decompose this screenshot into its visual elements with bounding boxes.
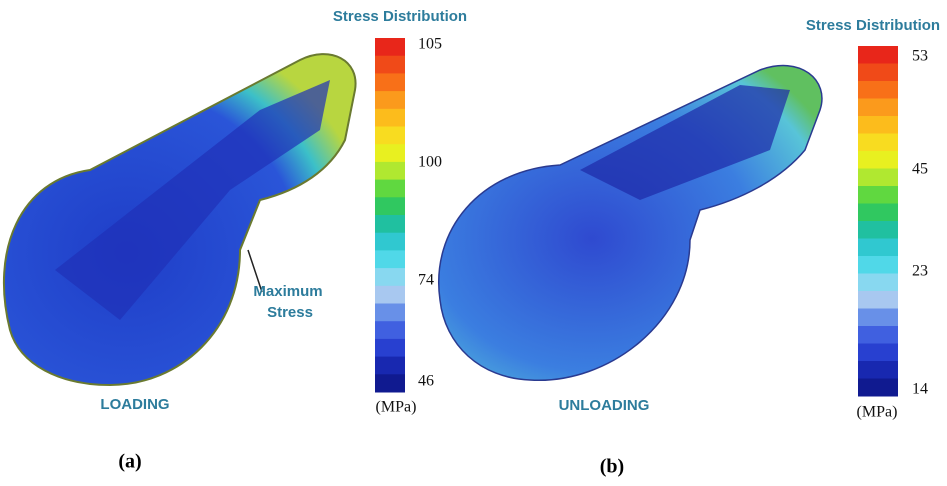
color-band bbox=[858, 239, 898, 257]
color-band bbox=[858, 256, 898, 274]
color-band bbox=[375, 268, 405, 286]
scale-label: 46 bbox=[418, 373, 434, 390]
color-band bbox=[375, 109, 405, 127]
color-band bbox=[375, 56, 405, 74]
color-band bbox=[375, 162, 405, 180]
color-band bbox=[858, 326, 898, 344]
legend-title: Stress Distribution bbox=[806, 17, 940, 34]
color-band bbox=[375, 38, 405, 56]
color-band bbox=[858, 309, 898, 327]
color-band bbox=[858, 134, 898, 152]
color-band bbox=[858, 379, 898, 397]
color-band bbox=[375, 144, 405, 162]
color-band bbox=[375, 357, 405, 375]
color-band bbox=[375, 197, 405, 215]
color-band bbox=[858, 64, 898, 82]
color-band bbox=[858, 361, 898, 379]
color-band bbox=[858, 81, 898, 99]
scale-label: 14 bbox=[912, 381, 928, 398]
color-band bbox=[375, 91, 405, 109]
color-band bbox=[858, 169, 898, 187]
color-band bbox=[375, 250, 405, 268]
color-band bbox=[858, 151, 898, 169]
color-band bbox=[375, 73, 405, 91]
annotation: Stress bbox=[267, 304, 313, 321]
color-band bbox=[858, 344, 898, 362]
legend-title: Stress Distribution bbox=[333, 8, 467, 25]
color-band bbox=[858, 204, 898, 222]
color-band bbox=[858, 221, 898, 239]
color-band bbox=[858, 116, 898, 134]
scale-label: 45 bbox=[912, 161, 928, 178]
color-band bbox=[375, 180, 405, 198]
color-band bbox=[858, 274, 898, 292]
scale-label: 23 bbox=[912, 263, 928, 280]
color-band bbox=[858, 99, 898, 117]
caption: (a) bbox=[118, 451, 141, 473]
color-band bbox=[858, 46, 898, 64]
unit: (MPa) bbox=[376, 399, 417, 416]
color-band bbox=[375, 215, 405, 233]
color-band bbox=[375, 321, 405, 339]
scale-label: 53 bbox=[912, 48, 928, 65]
unit: (MPa) bbox=[857, 404, 898, 421]
color-band bbox=[375, 304, 405, 322]
color-band bbox=[375, 374, 405, 392]
color-band bbox=[375, 127, 405, 145]
color-band bbox=[858, 291, 898, 309]
color-band bbox=[375, 339, 405, 357]
state-label: LOADING bbox=[100, 396, 169, 413]
figure: Stress Distribution 105 100 74 46 (MPa) … bbox=[0, 0, 947, 486]
color-band bbox=[375, 233, 405, 251]
color-band bbox=[375, 286, 405, 304]
scale-label: 100 bbox=[418, 154, 442, 171]
annotation: Maximum bbox=[253, 283, 322, 300]
state-label: UNLOADING bbox=[559, 397, 650, 414]
model-unloading bbox=[439, 66, 822, 381]
model-loading bbox=[4, 54, 356, 385]
color-band bbox=[858, 186, 898, 204]
scale-label: 74 bbox=[418, 272, 434, 289]
scale-label: 105 bbox=[418, 36, 442, 53]
caption: (b) bbox=[600, 456, 624, 478]
